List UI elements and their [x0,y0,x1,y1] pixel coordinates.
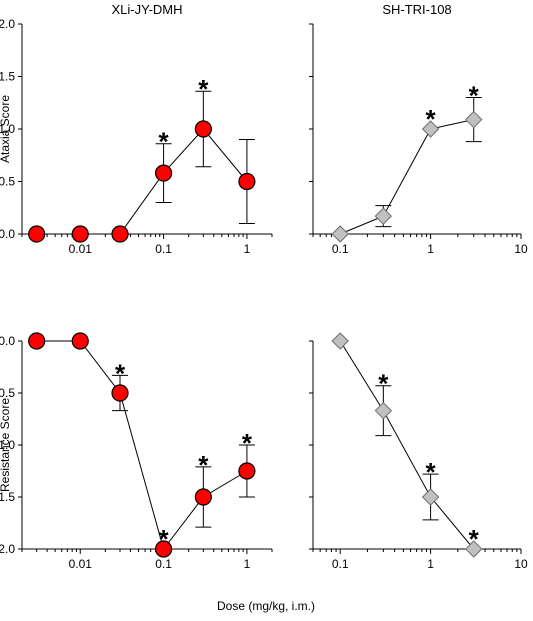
y-tick-label: 0.0 [0,334,15,348]
panel-top-left: 0.0 0.5 1.0 1.5 2.0 0.01 0.1 1 XLi-JY-DMH Ataxia … [0,2,273,256]
data-point [71,332,89,350]
x-tick-label: 0.1 [332,242,349,256]
data-point [194,120,212,138]
series-line [340,119,474,235]
y-tick-label: -1.5 [0,490,15,504]
x-tick-label: 1 [244,557,251,571]
significance-marker: * [159,127,170,157]
series-line [339,340,475,550]
significance-marker: * [198,450,209,480]
x-tick-label: 0.1 [155,242,172,256]
data-point [374,401,393,420]
data-point [111,384,129,402]
data-point [374,207,393,225]
x-tick-label: 1 [427,242,434,256]
y-tick-label: 0.5 [0,175,15,189]
y-tick-label: 0.0 [0,227,15,241]
data-point [28,225,46,243]
series-line [36,340,248,551]
data-point [421,120,440,138]
data-point [194,488,212,506]
data-point [238,462,256,480]
significance-marker: * [378,369,389,399]
significance-marker: * [469,81,480,111]
series-line [36,128,248,235]
y-tick-label: 1.0 [0,122,15,136]
significance-marker: * [242,428,253,458]
y-tick-label: -0.5 [0,386,15,400]
y-tick-label: -2.0 [0,542,15,556]
y-tick-label: 2.0 [0,17,15,31]
x-tick-label: 1 [244,242,251,256]
panel-title: SH-TRI-108 [382,2,451,17]
significance-marker: * [159,524,170,554]
x-tick-label: 10 [514,557,528,571]
data-point [331,225,349,243]
data-point [28,332,46,350]
data-point [331,332,349,350]
panel-top-right: 0.1 1 10 SH-TRI-108 * * [309,2,528,256]
x-tick-label: 0.1 [155,557,172,571]
panel-bottom-left: 0.0 -0.5 -1.0 -1.5 -2.0 0.01 0.1 1 Resistance Sc… [0,332,273,571]
x-axis-label: Dose (mg/kg, i.m.) [217,599,315,613]
y-tick-label: -1.0 [0,438,15,452]
x-tick-label: 10 [514,242,528,256]
data-point [154,164,173,182]
x-tick-label: 0.1 [332,557,349,571]
panel-title: XLi-JY-DMH [111,2,182,17]
data-point [71,225,89,243]
significance-marker: * [426,104,437,134]
panel-bottom-right: 0.1 1 10 * * * [309,332,528,571]
y-axis-label: Ataxia Score [0,95,12,163]
y-axis-label: Resistance Score [0,398,12,492]
data-point [238,172,256,191]
data-point [465,110,483,129]
data-point [111,225,129,243]
x-tick-label: 1 [427,557,434,571]
significance-marker: * [469,524,480,554]
data-point [465,540,483,558]
data-point [154,540,173,558]
x-tick-label: 0.01 [69,557,93,571]
significance-marker: * [115,358,126,388]
significance-marker: * [198,74,209,104]
significance-marker: * [426,457,437,487]
x-tick-label: 0.01 [69,242,93,256]
data-point [421,488,440,506]
y-tick-label: 1.5 [0,70,15,84]
